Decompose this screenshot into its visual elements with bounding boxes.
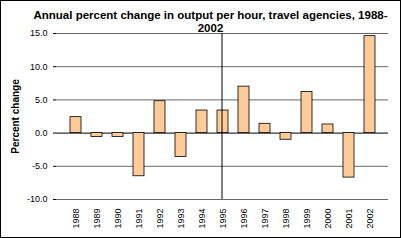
svg-text:1990: 1990 [113, 209, 123, 229]
svg-text:5.0: 5.0 [35, 95, 48, 105]
svg-text:15.0: 15.0 [30, 28, 48, 38]
svg-text:-5.0: -5.0 [32, 161, 48, 171]
svg-text:2000: 2000 [323, 209, 333, 229]
svg-text:1993: 1993 [176, 209, 186, 229]
svg-text:2001: 2001 [344, 209, 354, 229]
svg-text:1994: 1994 [197, 209, 207, 229]
svg-text:1992: 1992 [155, 209, 165, 229]
svg-text:1999: 1999 [302, 209, 312, 229]
svg-text:1988: 1988 [71, 209, 81, 229]
svg-text:1996: 1996 [239, 209, 249, 229]
svg-text:1991: 1991 [134, 209, 144, 229]
svg-text:Percent change: Percent change [10, 79, 21, 154]
svg-text:1997: 1997 [260, 209, 270, 229]
svg-text:10.0: 10.0 [30, 62, 48, 72]
svg-text:1998: 1998 [281, 209, 291, 229]
svg-text:-10.0: -10.0 [27, 194, 48, 204]
svg-text:2002: 2002 [365, 209, 375, 229]
svg-text:1989: 1989 [92, 209, 102, 229]
svg-text:1995: 1995 [218, 209, 228, 229]
svg-text:0.0: 0.0 [35, 128, 48, 138]
